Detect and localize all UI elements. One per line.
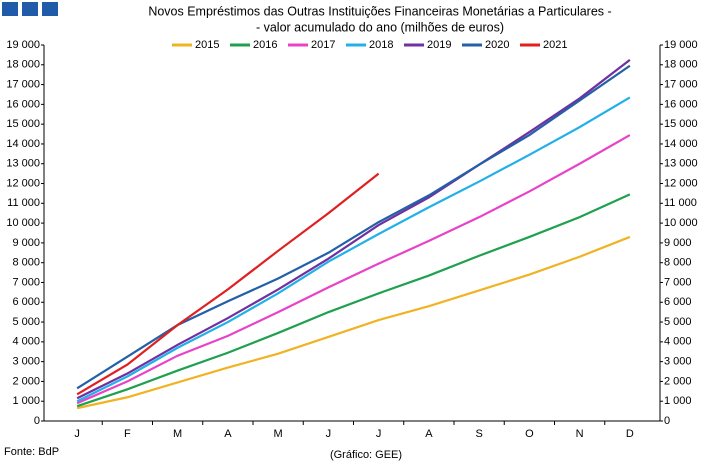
y2-tick-label: 17 000 <box>664 78 698 90</box>
legend-label: 2018 <box>369 39 393 51</box>
logo-square <box>42 2 58 16</box>
y-tick-label: 9 000 <box>12 237 40 249</box>
y-tick-label: 16 000 <box>6 98 40 110</box>
y2-tick-label: 19 000 <box>664 39 698 51</box>
logo-square <box>22 2 38 16</box>
y-tick-label: 5 000 <box>12 316 40 328</box>
y2-tick-label: 0 <box>664 415 670 427</box>
chart-subtitle: - valor acumulado do ano (milhões de eur… <box>256 20 504 34</box>
y-tick-label: 17 000 <box>6 78 40 90</box>
x-tick-label: J <box>326 428 332 440</box>
y2-tick-label: 13 000 <box>664 158 698 170</box>
y2-tick-label: 14 000 <box>664 138 698 150</box>
x-tick-label: N <box>576 428 584 440</box>
y2-tick-label: 6 000 <box>664 296 692 308</box>
y-tick-label: 2 000 <box>12 375 40 387</box>
y2-tick-label: 3 000 <box>664 356 692 368</box>
y-tick-label: 0 <box>34 415 40 427</box>
x-tick-label: M <box>173 428 182 440</box>
x-tick-label: O <box>525 428 534 440</box>
y-tick-label: 4 000 <box>12 336 40 348</box>
y-tick-label: 18 000 <box>6 59 40 71</box>
x-tick-label: A <box>425 428 433 440</box>
y2-tick-label: 4 000 <box>664 336 692 348</box>
series-line <box>76 172 380 396</box>
legend-label: 2020 <box>485 39 509 51</box>
x-tick-label: S <box>475 428 482 440</box>
y2-tick-label: 18 000 <box>664 59 698 71</box>
x-tick-label: J <box>376 428 382 440</box>
series-line <box>76 235 631 410</box>
x-tick-label: D <box>626 428 634 440</box>
legend-label: 2015 <box>195 39 219 51</box>
y2-tick-label: 10 000 <box>664 217 698 229</box>
x-tick-label: J <box>74 428 80 440</box>
y-tick-label: 13 000 <box>6 158 40 170</box>
y-tick-label: 14 000 <box>6 138 40 150</box>
y-tick-label: 11 000 <box>7 197 40 209</box>
series-line <box>76 193 631 408</box>
series-line <box>76 58 631 400</box>
y2-tick-label: 5 000 <box>664 316 692 328</box>
credit: (Gráfico: GEE) <box>330 449 402 461</box>
legend-label: 2021 <box>543 39 567 51</box>
y-tick-label: 19 000 <box>6 39 40 51</box>
y-tick-label: 15 000 <box>6 118 40 130</box>
source: Fonte: BdP <box>4 446 59 458</box>
y-tick-label: 8 000 <box>12 257 40 269</box>
y2-tick-label: 2 000 <box>664 375 692 387</box>
legend-label: 2017 <box>311 39 335 51</box>
logo-square <box>2 2 18 16</box>
legend-label: 2019 <box>427 39 451 51</box>
y-tick-label: 3 000 <box>12 356 40 368</box>
x-tick-label: M <box>274 428 283 440</box>
y-tick-label: 12 000 <box>6 177 40 189</box>
series-line <box>76 134 631 405</box>
y2-tick-label: 16 000 <box>664 98 698 110</box>
x-tick-label: F <box>124 428 131 440</box>
y-tick-label: 1 000 <box>12 395 40 407</box>
series-line <box>76 96 631 403</box>
y-tick-label: 6 000 <box>12 296 40 308</box>
y2-tick-label: 15 000 <box>664 118 698 130</box>
y2-tick-label: 7 000 <box>664 276 692 288</box>
y2-tick-label: 9 000 <box>664 237 692 249</box>
y-tick-label: 10 000 <box>6 217 40 229</box>
y-tick-label: 7 000 <box>12 276 40 288</box>
y2-tick-label: 11 000 <box>664 197 697 209</box>
legend-label: 2016 <box>253 39 277 51</box>
y2-tick-label: 1 000 <box>664 395 692 407</box>
chart-title: Novos Empréstimos das Outras Instituiçõe… <box>148 4 611 18</box>
y2-tick-label: 8 000 <box>664 257 692 269</box>
x-tick-label: A <box>224 428 232 440</box>
y2-tick-label: 12 000 <box>664 177 698 189</box>
